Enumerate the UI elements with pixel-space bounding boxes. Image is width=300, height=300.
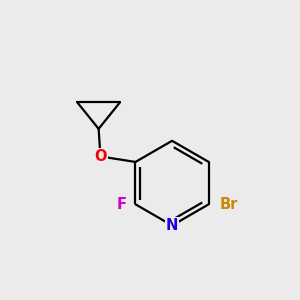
Text: Br: Br	[220, 197, 238, 212]
Text: O: O	[94, 149, 107, 164]
Text: F: F	[116, 197, 126, 212]
Text: N: N	[166, 218, 178, 233]
